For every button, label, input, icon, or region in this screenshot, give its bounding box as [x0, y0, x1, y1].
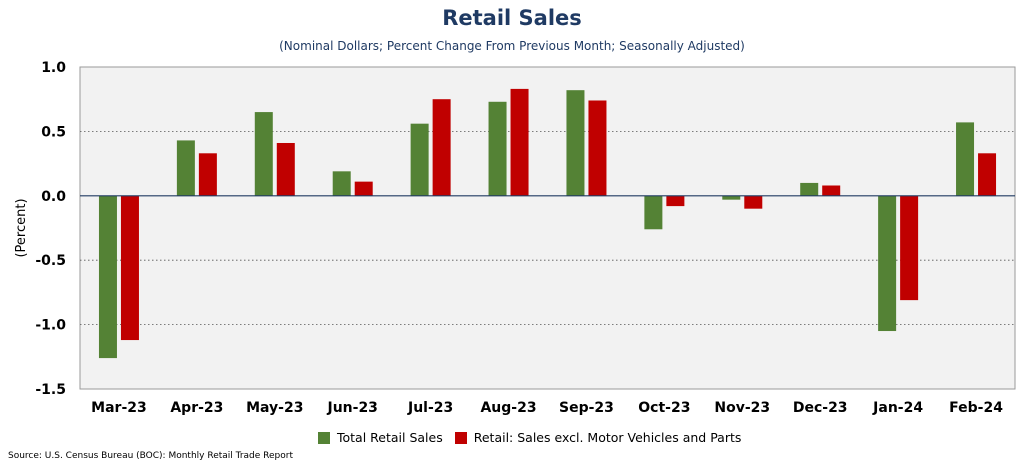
bar-total-apr-23 — [176, 140, 195, 196]
bar-excl-auto-apr-23 — [198, 153, 217, 196]
bar-excl-auto-jul-23 — [432, 99, 451, 196]
chart-subtitle: (Nominal Dollars; Percent Change From Pr… — [279, 39, 745, 53]
legend-swatch-total — [318, 431, 330, 444]
bar-excl-auto-nov-23 — [744, 195, 763, 209]
bar-excl-auto-dec-23 — [822, 185, 841, 196]
x-tick-label: Apr-23 — [170, 400, 223, 416]
source-note: Source: U.S. Census Bureau (BOC): Monthl… — [8, 451, 293, 461]
chart-title: Retail Sales — [442, 6, 582, 30]
legend-item-excl-auto: Retail: Sales excl. Motor Vehicles and P… — [454, 430, 742, 445]
bar-total-jun-23 — [332, 171, 351, 196]
bar-excl-auto-jun-23 — [354, 181, 373, 196]
y-tick-label: 1.0 — [41, 60, 66, 76]
bar-total-oct-23 — [644, 195, 663, 230]
bar-excl-auto-feb-24 — [978, 153, 997, 196]
bar-total-mar-23 — [98, 195, 117, 359]
bar-total-aug-23 — [488, 101, 507, 196]
bar-excl-auto-mar-23 — [120, 195, 139, 341]
y-tick-label: 0.5 — [41, 124, 66, 140]
x-tick-label: May-23 — [246, 400, 303, 416]
x-tick-label: Oct-23 — [638, 400, 690, 416]
bar-total-sep-23 — [566, 90, 585, 196]
bar-excl-auto-may-23 — [276, 142, 295, 196]
x-tick-label: Mar-23 — [91, 400, 147, 416]
y-tick-label: -1.0 — [35, 318, 66, 334]
bar-excl-auto-sep-23 — [588, 100, 607, 196]
x-tick-label: Dec-23 — [793, 400, 848, 416]
plot-area — [79, 66, 1016, 390]
bar-total-nov-23 — [722, 195, 741, 200]
y-tick-label: 0.0 — [41, 189, 66, 205]
x-tick-label: Jan-24 — [872, 400, 923, 416]
y-tick-label: -1.5 — [35, 382, 66, 398]
bar-excl-auto-jan-24 — [900, 195, 919, 301]
legend-swatch-excl-auto — [454, 431, 467, 444]
legend-item-total: Total Retail Sales — [318, 430, 443, 445]
bar-total-may-23 — [254, 112, 273, 196]
x-tick-label: Feb-24 — [949, 400, 1003, 416]
y-tick-label: -0.5 — [35, 253, 66, 269]
x-tick-label: Sep-23 — [559, 400, 614, 416]
x-tick-label: Jun-23 — [326, 400, 377, 416]
bar-total-dec-23 — [800, 182, 819, 196]
legend: Total Retail Sales Retail: Sales excl. M… — [318, 430, 753, 445]
bar-total-jul-23 — [410, 123, 429, 196]
legend-label-total: Total Retail Sales — [337, 430, 443, 445]
y-axis-label: (Percent) — [14, 198, 29, 257]
bar-total-jan-24 — [878, 195, 897, 332]
legend-label-excl-auto: Retail: Sales excl. Motor Vehicles and P… — [473, 430, 742, 445]
bar-excl-auto-aug-23 — [510, 88, 529, 196]
x-tick-label: Nov-23 — [714, 400, 770, 416]
bar-excl-auto-oct-23 — [666, 195, 685, 207]
bar-total-feb-24 — [956, 122, 975, 196]
x-tick-label: Jul-23 — [407, 400, 453, 416]
x-tick-label: Aug-23 — [480, 400, 536, 416]
